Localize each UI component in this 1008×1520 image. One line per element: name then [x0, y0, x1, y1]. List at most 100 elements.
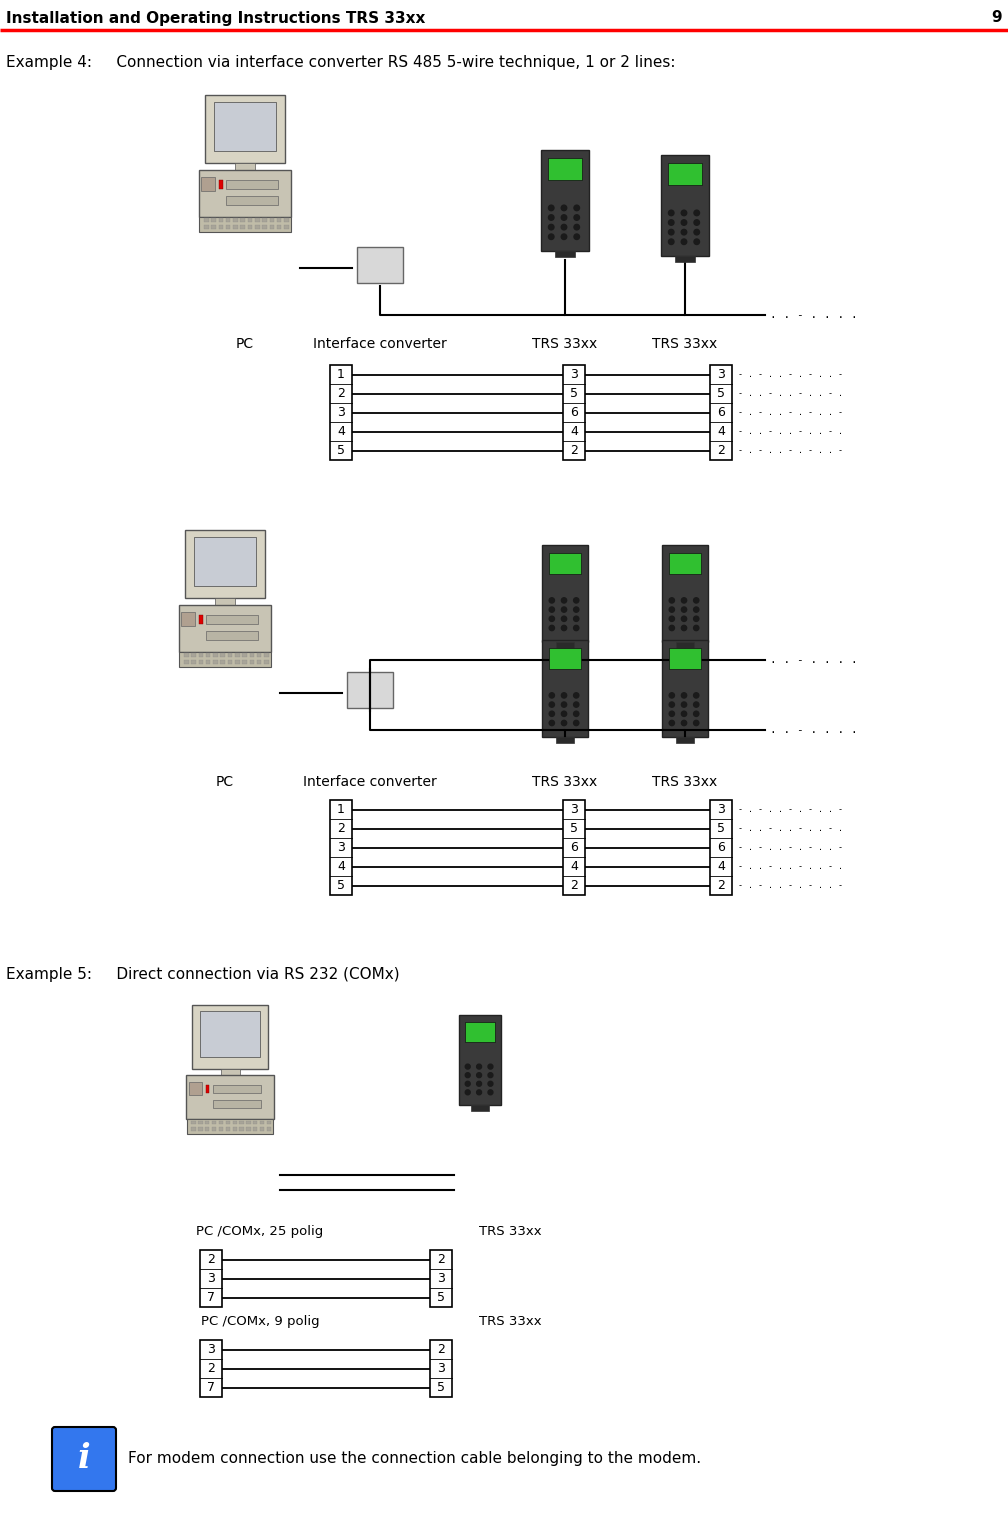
- Circle shape: [574, 711, 579, 716]
- Bar: [226, 1120, 230, 1125]
- Circle shape: [574, 597, 579, 603]
- Circle shape: [466, 1081, 470, 1087]
- Bar: [226, 1128, 230, 1131]
- Text: - . - . . - . - . . -: - . - . . - . - . . -: [738, 445, 843, 454]
- Bar: [255, 225, 260, 230]
- Bar: [213, 1100, 261, 1108]
- Circle shape: [561, 693, 566, 698]
- Bar: [284, 217, 288, 222]
- Bar: [179, 652, 270, 667]
- Bar: [206, 654, 211, 657]
- Bar: [206, 1128, 210, 1131]
- Circle shape: [574, 616, 579, 622]
- Text: 5: 5: [337, 879, 345, 892]
- Text: 3: 3: [437, 1362, 445, 1376]
- Text: Installation and Operating Instructions TRS 33xx: Installation and Operating Instructions …: [6, 11, 425, 26]
- Bar: [661, 155, 709, 257]
- Text: TRS 33xx: TRS 33xx: [479, 1315, 541, 1328]
- Bar: [563, 365, 585, 461]
- Circle shape: [694, 606, 699, 613]
- Text: - . . - . . - . . - .: - . . - . . - . . - .: [738, 427, 843, 436]
- Bar: [277, 217, 281, 222]
- Bar: [192, 660, 196, 664]
- Text: PC: PC: [236, 337, 254, 351]
- Circle shape: [549, 606, 554, 613]
- Text: 5: 5: [437, 1290, 445, 1304]
- Text: Interface converter: Interface converter: [303, 775, 436, 789]
- Bar: [192, 1128, 196, 1131]
- Bar: [710, 800, 732, 895]
- Bar: [277, 225, 281, 230]
- Circle shape: [694, 616, 699, 622]
- Circle shape: [681, 693, 686, 698]
- Text: - . - . . - . - . . -: - . - . . - . - . . -: [738, 844, 843, 853]
- Bar: [206, 660, 211, 664]
- Text: 3: 3: [571, 803, 578, 816]
- Bar: [233, 217, 238, 222]
- Bar: [199, 616, 203, 623]
- Bar: [548, 553, 582, 575]
- Text: PC /COMx, 25 polig: PC /COMx, 25 polig: [197, 1225, 324, 1237]
- Circle shape: [488, 1073, 493, 1078]
- Text: PC /COMx, 9 polig: PC /COMx, 9 polig: [201, 1315, 320, 1328]
- Circle shape: [548, 234, 554, 240]
- Circle shape: [561, 711, 566, 716]
- Circle shape: [681, 702, 686, 707]
- Circle shape: [668, 230, 674, 236]
- Text: 6: 6: [571, 841, 578, 854]
- Bar: [246, 1120, 251, 1125]
- Bar: [207, 616, 257, 623]
- Circle shape: [669, 606, 674, 613]
- Circle shape: [561, 225, 566, 230]
- Bar: [207, 631, 257, 640]
- Bar: [215, 597, 235, 605]
- Bar: [205, 94, 285, 163]
- Bar: [257, 654, 261, 657]
- Circle shape: [466, 1073, 470, 1078]
- Bar: [241, 225, 245, 230]
- Bar: [178, 605, 271, 652]
- Bar: [199, 660, 204, 664]
- Bar: [542, 546, 588, 641]
- Text: Example 5:     Direct connection via RS 232 (COMx): Example 5: Direct connection via RS 232 …: [6, 968, 399, 982]
- Circle shape: [561, 597, 566, 603]
- Bar: [233, 225, 238, 230]
- Text: 2: 2: [571, 879, 578, 892]
- Circle shape: [681, 230, 686, 236]
- Text: 3: 3: [717, 803, 725, 816]
- Text: 2: 2: [207, 1362, 215, 1376]
- Circle shape: [561, 625, 566, 631]
- Bar: [242, 660, 247, 664]
- Bar: [459, 1015, 501, 1105]
- Bar: [227, 196, 277, 205]
- Bar: [192, 1005, 268, 1069]
- Bar: [240, 1120, 244, 1125]
- Bar: [221, 654, 225, 657]
- Bar: [547, 158, 583, 181]
- Bar: [246, 1128, 251, 1131]
- Bar: [248, 225, 252, 230]
- Text: 3: 3: [571, 368, 578, 382]
- Bar: [253, 1120, 257, 1125]
- Circle shape: [681, 220, 686, 225]
- Circle shape: [477, 1073, 482, 1078]
- Text: 1: 1: [337, 803, 345, 816]
- Circle shape: [561, 205, 566, 211]
- Text: TRS 33xx: TRS 33xx: [652, 337, 718, 351]
- Text: 3: 3: [717, 368, 725, 382]
- Circle shape: [548, 225, 554, 230]
- Bar: [668, 553, 702, 575]
- Bar: [184, 660, 188, 664]
- Circle shape: [477, 1064, 482, 1069]
- Bar: [675, 737, 695, 743]
- Bar: [541, 150, 589, 251]
- Bar: [253, 1128, 257, 1131]
- Circle shape: [561, 606, 566, 613]
- Circle shape: [669, 597, 674, 603]
- Circle shape: [549, 702, 554, 707]
- Circle shape: [548, 205, 554, 211]
- Bar: [212, 217, 216, 222]
- Circle shape: [574, 225, 580, 230]
- Bar: [192, 654, 196, 657]
- Text: i: i: [78, 1442, 91, 1476]
